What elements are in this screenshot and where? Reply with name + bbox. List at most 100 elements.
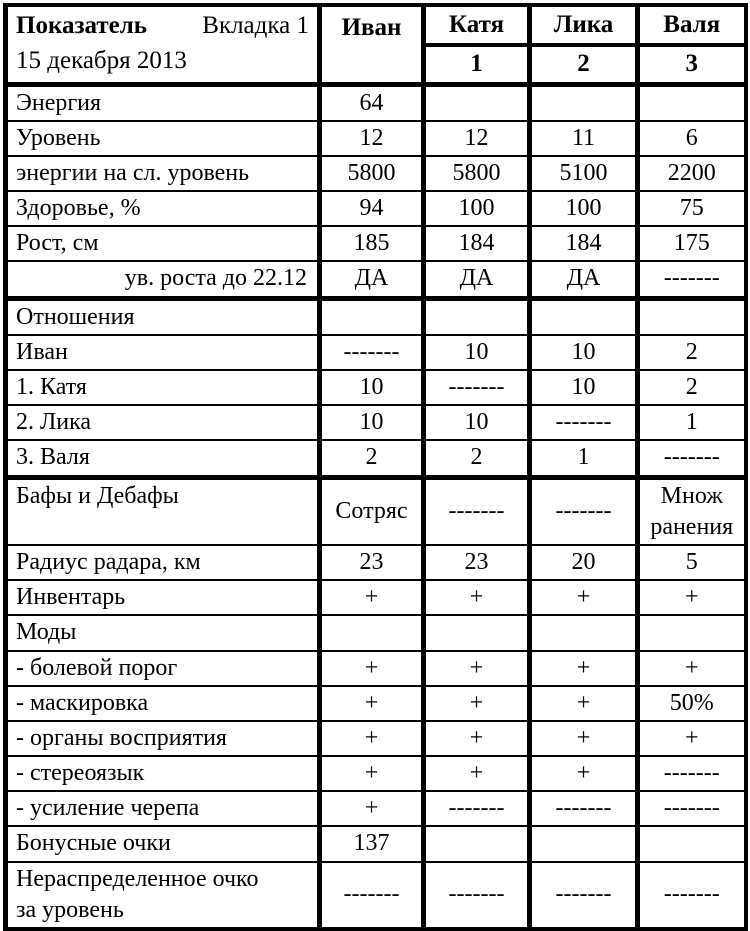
column-header-lika: Лика	[527, 4, 639, 46]
cell-value: +	[527, 719, 639, 758]
cell-value: 64	[317, 81, 425, 122]
cell-value: 20	[527, 543, 639, 582]
row-label: Инвентарь	[3, 579, 321, 617]
cell-value: ДА	[421, 260, 531, 300]
row-label: - болевой порог	[3, 649, 321, 687]
table-row: - болевой порог + + + +	[3, 649, 747, 687]
column-number-valya: 3	[635, 43, 747, 85]
row-label: Иван	[3, 333, 321, 372]
date-label: 15 декабря 2013	[16, 46, 187, 74]
cell-value	[527, 825, 639, 863]
cell-value: 75	[635, 190, 747, 228]
table-row: Уровень 12 12 11 6	[3, 119, 747, 157]
cell-value: +	[317, 790, 425, 828]
row-label: Бонусные очки	[3, 825, 321, 863]
row-label: - усиление черепа	[3, 790, 321, 828]
cell-value	[317, 614, 425, 652]
row-label: - маскировка	[3, 684, 321, 722]
table-row: 2. Лика 10 10 ------- 1	[3, 404, 747, 442]
tab-label: Вкладка 1	[202, 12, 309, 39]
column-header-valya: Валя	[635, 4, 747, 46]
table-row: Иван ------- 10 10 2	[3, 333, 747, 372]
cell-value	[421, 614, 531, 652]
header-row-names: Показатель Вкладка 1 15 декабря 2013 Ива…	[3, 4, 747, 85]
cell-value	[527, 81, 639, 122]
header-row-numbers: 1 2 3	[6, 43, 747, 85]
row-label: Нераспределенное очко за уровень	[3, 860, 321, 931]
cell-value: 10	[527, 333, 639, 372]
stats-table: Показатель Вкладка 1 15 декабря 2013 Ива…	[3, 3, 748, 931]
cell-value: 10	[421, 404, 531, 442]
table-row: Моды	[3, 614, 747, 652]
cell-value: -------	[635, 260, 747, 300]
cell-value: 1	[527, 439, 639, 479]
scanned-stats-sheet: Показатель Вкладка 1 15 декабря 2013 Ива…	[3, 3, 748, 931]
table-row: Бафы и Дебафы Сотряс ------- ------- Множ ра…	[3, 474, 747, 546]
row-label: ув. роста до 22.12	[3, 260, 321, 300]
cell-value: 100	[421, 190, 531, 228]
row-label: Отношения	[3, 295, 321, 336]
cell-value: -------	[421, 474, 531, 546]
cell-value: +	[527, 649, 639, 687]
cell-value	[421, 81, 531, 122]
cell-value: 5	[635, 543, 747, 582]
cell-value: +	[421, 649, 531, 687]
table-row: 3. Валя 2 2 1 -------	[3, 439, 747, 479]
cell-value: +	[635, 719, 747, 758]
cell-value: 137	[317, 825, 425, 863]
table-body: Энергия 64 Уровень 12 12 11 6 энергии на сл. ур…	[3, 81, 747, 931]
cell-value: +	[317, 684, 425, 722]
cell-value: +	[527, 755, 639, 793]
table-row: Здоровье, % 94 100 100 75	[3, 190, 747, 228]
cell-value: 12	[421, 119, 531, 157]
cell-value: 10	[317, 404, 425, 442]
cell-value: +	[527, 579, 639, 617]
table-row: энергии на сл. уровень 5800 5800 5100 2200	[3, 154, 747, 193]
cell-value: 50%	[635, 684, 747, 722]
row-label: Бафы и Дебафы	[3, 474, 321, 546]
cell-value: -------	[317, 333, 425, 372]
table-row: Энергия 64	[3, 81, 747, 122]
cell-value: Сотряс	[317, 474, 425, 546]
cell-value	[635, 614, 747, 652]
cell-value: 23	[317, 543, 425, 582]
cell-value: -------	[317, 860, 425, 931]
cell-value	[635, 295, 747, 336]
cell-value	[635, 825, 747, 863]
cell-value: 184	[421, 225, 531, 263]
cell-value: ДА	[527, 260, 639, 300]
cell-value: +	[527, 684, 639, 722]
row-label: - стереоязык	[3, 755, 321, 793]
cell-value: -------	[635, 860, 747, 931]
row-label: - органы восприятия	[3, 719, 321, 758]
cell-value: 10	[527, 368, 639, 407]
cell-value: 5800	[317, 154, 425, 193]
table-row: Отношения	[3, 295, 747, 336]
cell-value	[635, 81, 747, 122]
cell-value	[421, 295, 531, 336]
cell-value	[421, 825, 531, 863]
cell-value: 100	[527, 190, 639, 228]
cell-value: 11	[527, 119, 639, 157]
param-title: Показатель	[16, 12, 147, 39]
cell-value: -------	[421, 368, 531, 407]
table-row: Радиус радара, км 23 23 20 5	[3, 543, 747, 582]
cell-value: +	[421, 755, 531, 793]
cell-value: 23	[421, 543, 531, 582]
cell-value: 94	[317, 190, 425, 228]
cell-value: 6	[635, 119, 747, 157]
cell-value: 5100	[527, 154, 639, 193]
table-row: ув. роста до 22.12 ДА ДА ДА -------	[3, 260, 747, 300]
cell-value: +	[317, 719, 425, 758]
table-row: Рост, см 185 184 184 175	[3, 225, 747, 263]
row-label: Энергия	[3, 81, 321, 122]
cell-value: -------	[635, 439, 747, 479]
cell-value: 10	[421, 333, 531, 372]
cell-value: +	[421, 579, 531, 617]
table-row: Бонусные очки 137	[3, 825, 747, 863]
cell-value: +	[317, 579, 425, 617]
cell-value: 2200	[635, 154, 747, 193]
cell-value: +	[317, 755, 425, 793]
table-row: - маскировка + + +50%	[3, 684, 747, 722]
cell-value	[527, 614, 639, 652]
